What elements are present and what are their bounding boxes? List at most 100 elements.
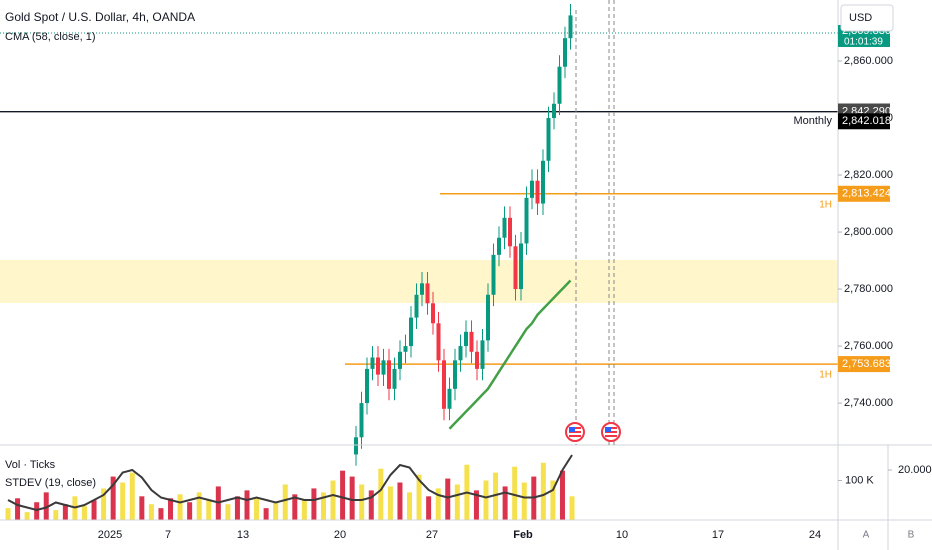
level-label-bg — [838, 356, 890, 373]
scale-button[interactable]: A — [863, 530, 870, 541]
volume-bar — [263, 508, 269, 520]
volume-bar — [282, 484, 288, 520]
volume-bar — [559, 470, 565, 520]
candle-body — [530, 180, 534, 198]
volume-bar — [5, 508, 11, 520]
level-label-bg — [838, 185, 890, 202]
volume-bar — [53, 510, 59, 520]
volume-bar — [62, 504, 68, 520]
price-zone — [0, 259, 838, 304]
volume-bar — [540, 462, 546, 520]
candle-body — [475, 351, 479, 369]
candle-body — [513, 246, 518, 290]
candle-body — [387, 360, 391, 389]
candle-body — [524, 197, 529, 244]
volume-bar — [512, 466, 518, 520]
volume-bar — [120, 482, 126, 520]
candle-body — [508, 217, 512, 247]
volume-bar — [426, 496, 432, 520]
event-icon[interactable] — [565, 422, 585, 442]
symbol-title[interactable]: Gold Spot / U.S. Dollar, 4h, OANDA — [5, 10, 195, 24]
volume-bar — [378, 468, 384, 520]
candle-body — [414, 294, 419, 318]
candle-body — [453, 360, 457, 389]
x-tick-label: 2025 — [98, 529, 122, 541]
monthly-label-bg — [838, 113, 890, 130]
volume-bar — [34, 502, 40, 520]
candle-body — [535, 180, 540, 204]
volume-bar — [234, 496, 240, 520]
volume-bar — [445, 478, 451, 520]
candle-body — [420, 283, 424, 295]
stdev-legend[interactable]: STDEV (19, close) — [5, 477, 96, 489]
stdev-line — [7, 454, 573, 512]
volume-bar — [416, 474, 422, 520]
volume-bar — [244, 490, 250, 520]
level-label: 2,813.424 — [842, 188, 891, 200]
candle-body — [546, 118, 551, 161]
volume-bar — [206, 500, 212, 520]
level-tag: 1H — [819, 370, 832, 381]
level-tag: 1H — [819, 199, 832, 210]
volume-bar — [397, 482, 403, 520]
candle-body — [557, 66, 562, 104]
candle-body — [398, 351, 402, 369]
candle-body — [376, 357, 380, 375]
volume-bar — [340, 470, 346, 520]
x-tick-label: 10 — [616, 529, 628, 541]
candle-body — [480, 340, 485, 369]
volume-bar — [521, 482, 527, 520]
candle-body — [447, 388, 452, 409]
candle-body — [486, 294, 490, 341]
candle-body — [354, 437, 358, 455]
candle-body — [442, 360, 446, 409]
countdown: 01:01:39 — [844, 37, 883, 48]
volume-bar — [349, 476, 355, 520]
candle-body — [563, 38, 567, 67]
volume-bar — [435, 488, 441, 520]
volume-bar — [569, 496, 575, 520]
candle-body — [409, 317, 413, 347]
volume-bar — [292, 494, 298, 520]
candle-body — [541, 160, 545, 204]
volume-bar — [158, 508, 164, 520]
y-tick-label: 2,860.000 — [844, 55, 893, 67]
volume-bar — [43, 492, 49, 520]
candle-body — [403, 346, 408, 352]
volume-bar — [320, 492, 326, 520]
monthly-label: 2,842.018 — [842, 115, 891, 127]
volume-bar — [454, 484, 460, 520]
monthly-name: Monthly — [793, 115, 832, 127]
volume-bar — [407, 492, 413, 520]
volume-bar — [473, 490, 479, 520]
candle-body — [519, 243, 523, 290]
volume-bar — [359, 484, 365, 520]
currency[interactable]: USD — [849, 12, 872, 24]
volume-bar — [273, 502, 279, 520]
y-tick-label: 2,740.000 — [844, 397, 893, 409]
x-tick-label: 20 — [334, 529, 346, 541]
volume-legend[interactable]: Vol · Ticks — [5, 459, 56, 471]
currency-button[interactable] — [840, 4, 894, 32]
candle-body — [436, 323, 441, 361]
candle-body — [497, 237, 501, 255]
cma-legend[interactable]: CMA (58, close, 1) — [5, 31, 95, 43]
candle-body — [425, 283, 430, 304]
candle-body — [502, 217, 507, 238]
volume-bar — [129, 472, 135, 520]
volume-bar — [225, 504, 231, 520]
volume-bar — [311, 488, 317, 520]
candle-body — [552, 103, 556, 119]
scale-button[interactable]: B — [908, 530, 915, 541]
volume-bar — [502, 486, 508, 520]
volume-bar — [254, 498, 260, 520]
y-tick-label: 2,760.000 — [844, 340, 893, 352]
volume-bar — [168, 498, 174, 520]
x-tick-label: 17 — [712, 529, 724, 541]
event-icon[interactable] — [601, 422, 621, 442]
volume-bar — [110, 476, 116, 520]
candle-body — [568, 15, 573, 39]
volume-bar — [91, 500, 97, 520]
volume-bar — [493, 472, 499, 520]
